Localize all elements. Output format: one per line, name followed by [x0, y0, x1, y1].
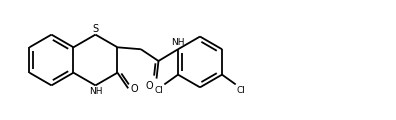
Text: Cl: Cl: [237, 86, 246, 95]
Text: NH: NH: [89, 87, 102, 96]
Text: NH: NH: [171, 38, 185, 47]
Text: S: S: [92, 24, 99, 34]
Text: O: O: [146, 81, 154, 90]
Text: Cl: Cl: [154, 86, 164, 95]
Text: O: O: [130, 84, 138, 94]
